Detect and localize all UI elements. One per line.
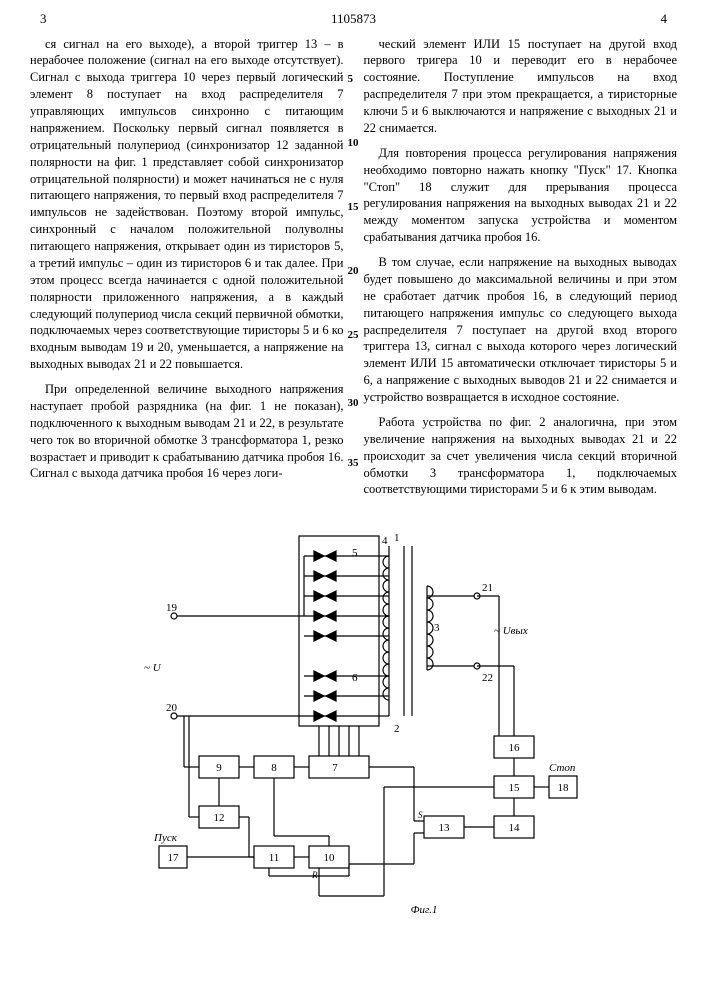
- col2-p2: Для повторения процесса регулирования на…: [364, 145, 678, 246]
- margin-5: 5: [348, 72, 354, 87]
- margin-35: 35: [348, 456, 359, 471]
- transformer-core: [383, 546, 433, 716]
- label-15: 15: [508, 782, 520, 794]
- label-11: 11: [268, 852, 279, 864]
- label-s: S: [418, 810, 423, 820]
- col2-p3: В том случае, если напряжение на выходны…: [364, 254, 678, 406]
- label-3: 3: [434, 622, 440, 634]
- figure-label: Фиг.1: [410, 904, 437, 916]
- label-12: 12: [213, 812, 224, 824]
- label-21: 21: [482, 582, 493, 594]
- label-14: 14: [508, 822, 520, 834]
- label-pusk: Пуск: [153, 832, 178, 844]
- col2-p1: ческий элемент ИЛИ 15 поступает на друго…: [364, 36, 678, 137]
- margin-15: 15: [348, 200, 359, 215]
- label-9: 9: [216, 762, 222, 774]
- column-left: ся сигнал на его выходе), а второй тригг…: [30, 36, 344, 507]
- label-19: 19: [166, 602, 178, 614]
- column-right: 5 10 15 20 25 30 35 ческий элемент ИЛИ 1…: [364, 36, 678, 507]
- label-18: 18: [557, 782, 569, 794]
- margin-25: 25: [348, 328, 359, 343]
- label-uout: ~ Uвых: [494, 625, 528, 637]
- col1-p2: При определенной величине выходного напр…: [30, 381, 344, 482]
- label-16: 16: [508, 742, 520, 754]
- page-num-right: 4: [661, 10, 668, 28]
- label-7: 7: [332, 762, 338, 774]
- col1-p1: ся сигнал на его выходе), а второй тригг…: [30, 36, 344, 374]
- label-5: 5: [352, 547, 358, 559]
- label-u: ~ U: [144, 662, 162, 674]
- thyristor-bank: [304, 551, 389, 721]
- margin-20: 20: [348, 264, 359, 279]
- input-terminals: [171, 556, 304, 719]
- label-1: 1: [394, 532, 400, 544]
- label-20: 20: [166, 702, 178, 714]
- label-22: 22: [482, 672, 493, 684]
- block-7: [309, 756, 369, 778]
- margin-10: 10: [348, 136, 359, 151]
- label-13: 13: [438, 822, 450, 834]
- figure-1: 19 20 ~ U 21 22 ~ Uвых 1 2 3 4 5 6 7 8 9…: [30, 516, 677, 916]
- label-6: 6: [352, 672, 358, 684]
- label-10: 10: [323, 852, 335, 864]
- thyristor-frame-4: [299, 536, 379, 726]
- label-8: 8: [271, 762, 277, 774]
- label-r: R: [311, 870, 318, 880]
- margin-30: 30: [348, 396, 359, 411]
- label-4: 4: [382, 535, 388, 547]
- patent-number: 1105873: [47, 10, 661, 28]
- label-17: 17: [167, 852, 179, 864]
- col2-p4: Работа устройства по фиг. 2 аналогична, …: [364, 414, 678, 498]
- label-2: 2: [394, 723, 400, 735]
- label-stop: Стоп: [549, 762, 576, 774]
